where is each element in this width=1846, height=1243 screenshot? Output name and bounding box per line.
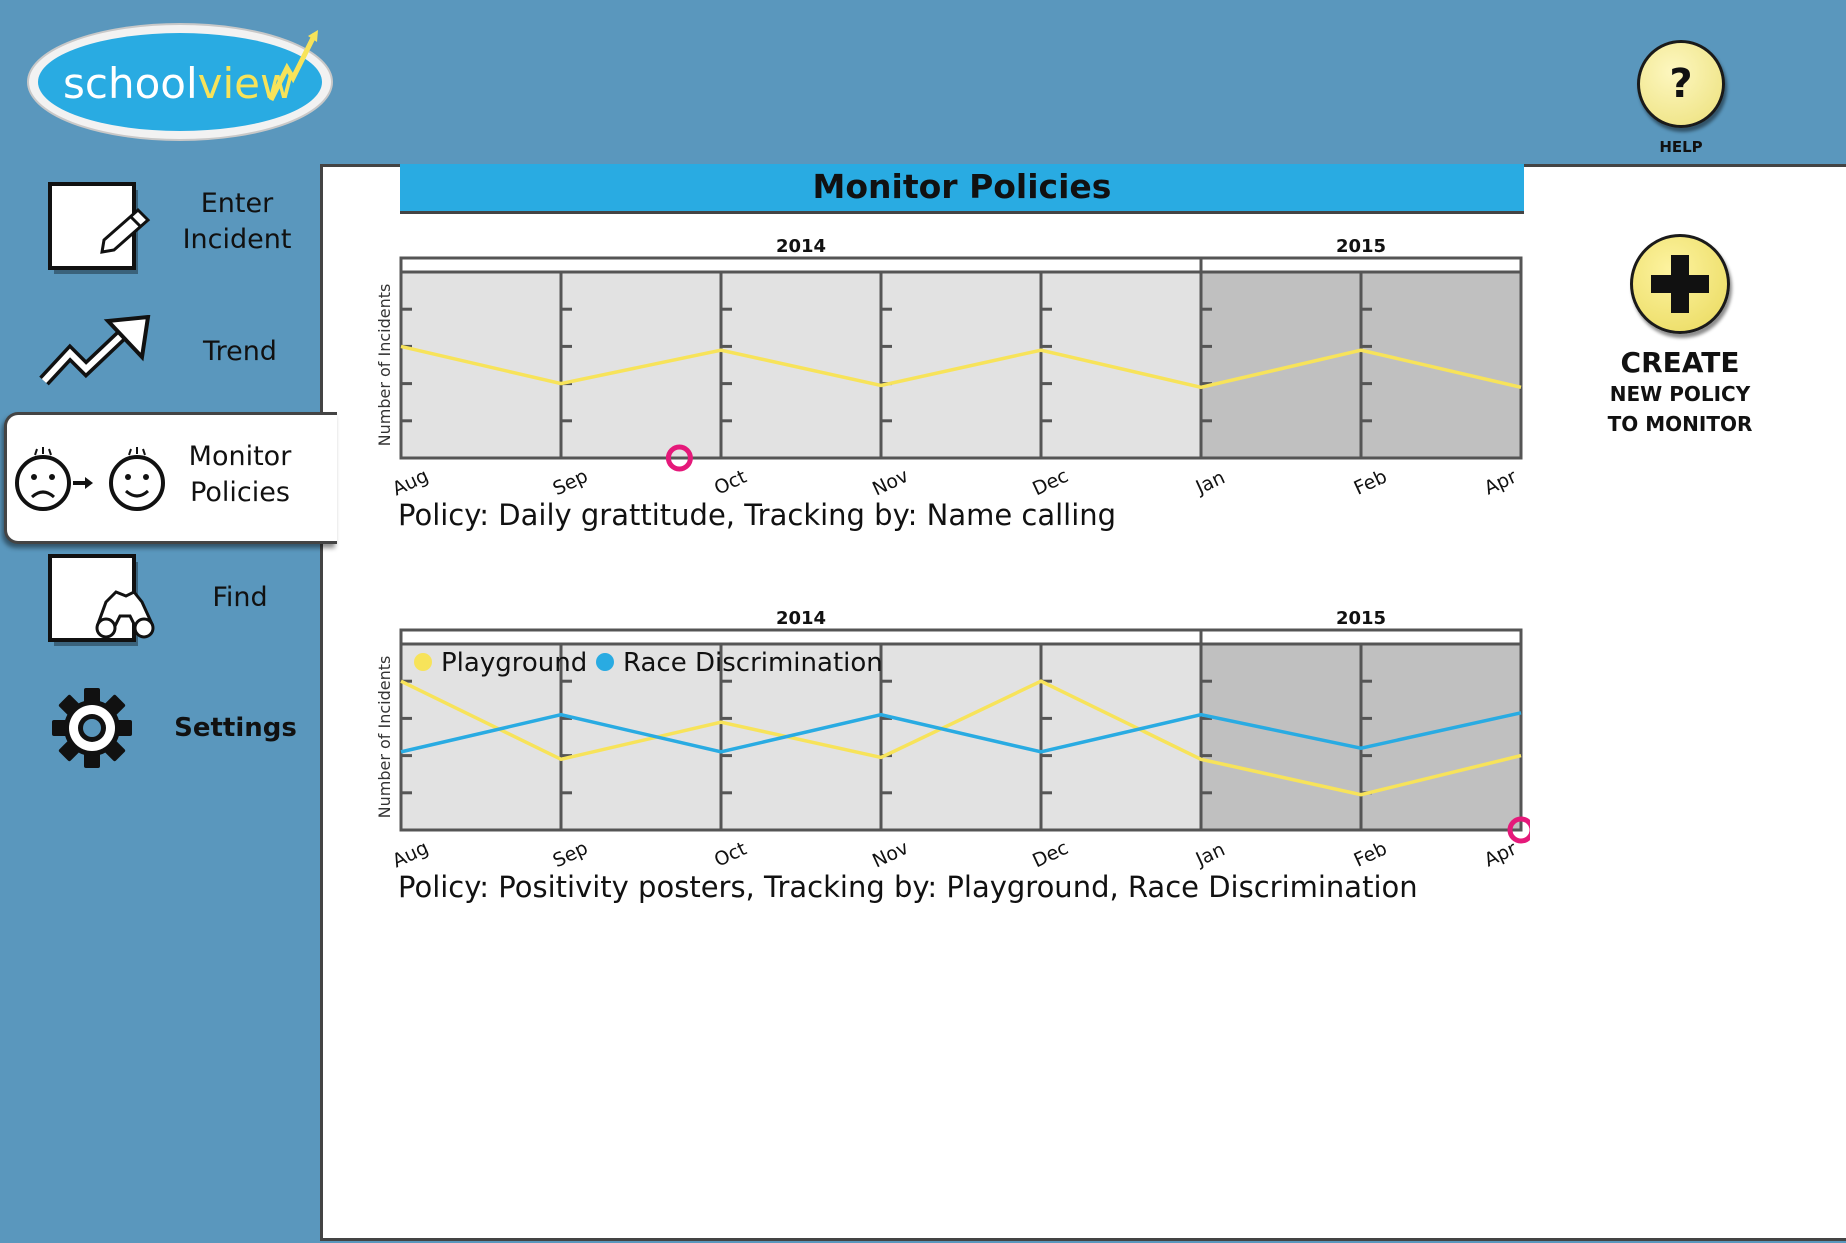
plot-column-Dec	[1041, 272, 1201, 458]
plot-column-Sep	[561, 644, 721, 830]
plot-column-Feb	[1361, 644, 1521, 830]
legend-swatch-playground	[414, 653, 432, 671]
create-sublabel-1: NEW POLICY	[1609, 382, 1751, 406]
create-policy-button[interactable]: CREATE NEW POLICY TO MONITOR	[1570, 234, 1790, 439]
x-tick-label-Oct: Oct	[711, 466, 750, 500]
x-tick-label-Jan: Jan	[1192, 466, 1229, 499]
policy-chart-1: 2014 2015 Number of Incidents Aug Sep Oct Nov D…	[375, 236, 1523, 500]
policy-chart-2: 2014 2015 Number of Incidents Aug Sep Oct Nov D…	[375, 608, 1530, 872]
create-sublabel-2: TO MONITOR	[1607, 412, 1753, 436]
policy-caption-2[interactable]: Policy: Positivity posters, Tracking by:…	[398, 870, 1418, 904]
pencil-note-icon	[48, 182, 151, 274]
x-tick-label-Nov: Nov	[869, 465, 912, 500]
year-label-2015: 2015	[1336, 608, 1386, 629]
plot-column-Feb	[1361, 272, 1521, 458]
plot-column-Aug	[401, 644, 561, 830]
sidebar-item-trend[interactable]: Trend	[0, 310, 320, 390]
x-tick-label-Oct: Oct	[711, 838, 750, 872]
sidebar-item-enter-incident[interactable]: Enter Incident	[0, 176, 320, 276]
time-marker	[665, 444, 693, 472]
x-tick-label-Apr: Apr	[1481, 466, 1520, 500]
x-tick-label-Sep: Sep	[550, 465, 592, 500]
x-tick-label-Aug: Aug	[389, 465, 432, 500]
sidebar-label-monitor-policies: Monitor Policies	[188, 441, 292, 508]
legend-label-race-discrimination: Race Discrimination	[623, 648, 883, 678]
sad-to-happy-icon	[15, 447, 165, 511]
x-tick-label-Jan: Jan	[1192, 838, 1229, 871]
plot-column-Jan	[1201, 644, 1361, 830]
x-tick-label-Dec: Dec	[1029, 465, 1072, 500]
plot-column-Dec	[1041, 644, 1201, 830]
sidebar-label-find: Find	[212, 582, 268, 613]
binoculars-icon	[48, 554, 155, 646]
year-label-2015: 2015	[1336, 236, 1386, 257]
question-mark-icon: ?	[1637, 40, 1725, 128]
logo-text-school: school	[63, 59, 198, 108]
year-band	[399, 256, 1523, 274]
page-title: Monitor Policies	[400, 164, 1524, 214]
x-tick-label-Aug: Aug	[389, 837, 432, 872]
plot-column-Nov	[881, 272, 1041, 458]
year-band	[399, 628, 1523, 646]
help-label: HELP	[1659, 138, 1703, 156]
svg-text:schoolview: schoolview	[63, 59, 294, 108]
plot-column-Nov	[881, 644, 1041, 830]
sidebar-item-settings[interactable]: Settings	[0, 680, 320, 780]
create-label: CREATE	[1620, 346, 1740, 379]
sidebar-label-trend: Trend	[203, 336, 277, 367]
y-axis-label: Number of Incidents	[375, 284, 394, 447]
plot-column-Oct	[721, 272, 881, 458]
plot-column-Sep	[561, 272, 721, 458]
sidebar-item-monitor-policies[interactable]: Monitor Policies	[4, 412, 337, 544]
x-tick-label-Feb: Feb	[1351, 465, 1391, 499]
help-button[interactable]: ? HELP	[1634, 40, 1728, 156]
x-tick-label-Dec: Dec	[1029, 837, 1072, 872]
plot-column-Oct	[721, 644, 881, 830]
x-tick-label-Nov: Nov	[869, 837, 912, 872]
plot-column-Jan	[1201, 272, 1361, 458]
series-line-playground	[400, 679, 1522, 797]
x-tick-label-Feb: Feb	[1351, 837, 1391, 871]
policy-caption-1[interactable]: Policy: Daily grattitude, Tracking by: N…	[398, 498, 1117, 532]
legend-label-playground: Playground	[441, 648, 587, 678]
legend-swatch-race-discrimination	[596, 653, 614, 671]
series-line-race-discrimination	[400, 711, 1522, 754]
plot-frame	[399, 270, 1523, 460]
year-label-2014: 2014	[776, 236, 826, 257]
gear-icon	[52, 688, 132, 768]
year-label-2014: 2014	[776, 608, 826, 629]
time-marker	[1507, 816, 1530, 844]
x-tick-label-Sep: Sep	[550, 837, 592, 872]
plot-frame	[399, 642, 1523, 832]
y-axis-label: Number of Incidents	[375, 656, 394, 819]
series-line-series-0	[400, 344, 1522, 390]
x-tick-label-Apr: Apr	[1481, 838, 1520, 872]
plus-icon	[1630, 234, 1730, 334]
sidebar-label-enter-incident: Enter Incident	[182, 188, 292, 255]
trend-arrow-icon	[39, 315, 151, 386]
schoolview-logo: schoolview	[27, 23, 333, 141]
sidebar-item-find[interactable]: Find	[0, 548, 320, 648]
sidebar-label-settings: Settings	[174, 713, 297, 743]
